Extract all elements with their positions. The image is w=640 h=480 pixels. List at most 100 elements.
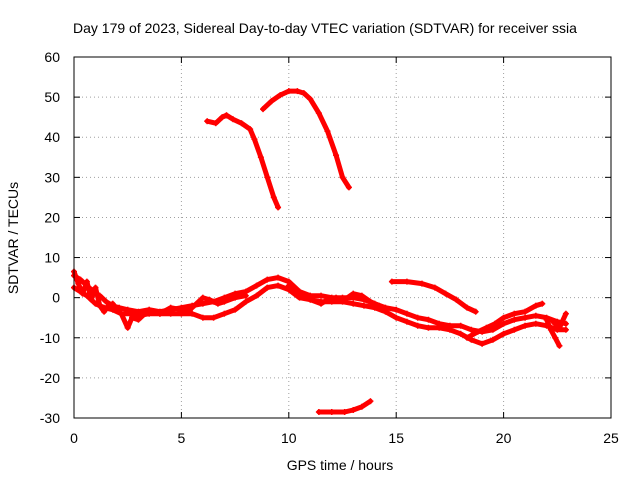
data-point [260,106,267,113]
x-tick-label: 0 [70,430,78,446]
data-point [96,302,103,309]
data-point [221,298,228,305]
data-point [285,282,292,289]
x-axis-ticks: 0 5 10 15 20 25 [70,57,619,446]
data-point [210,314,217,321]
data-point [242,298,249,305]
data-point [109,300,116,307]
data-point [199,300,206,307]
y-tick-label: 60 [44,49,60,65]
data-point [275,282,282,289]
data-point [118,310,125,317]
data-point [275,274,282,281]
data-point [350,406,357,413]
data-point [223,112,230,119]
series-line-arc-left [204,112,281,210]
y-tick-label: 50 [44,89,60,105]
data-point [275,204,282,211]
data-point [403,310,410,317]
data-point [552,334,559,341]
y-tick-label: 30 [44,169,60,185]
data-point [79,290,86,297]
data-point [219,114,226,121]
data-point [457,330,464,337]
data-point [522,322,529,329]
data-point [360,302,367,309]
y-tick-label: 0 [52,290,60,306]
data-point [83,278,90,285]
data-point [511,326,518,333]
data-point [492,320,499,327]
data-point [296,290,303,297]
data-point [436,324,443,331]
data-point [479,340,486,347]
data-point [251,136,258,143]
data-point [318,292,325,299]
data-point [532,320,539,327]
data-point [464,304,471,311]
y-axis-title: SDTVAR / TECUs [5,182,21,294]
data-point [358,292,365,299]
data-point [345,184,352,191]
data-point [522,314,529,321]
data-point [214,300,221,307]
data-point [431,284,438,291]
data-point [221,310,228,317]
data-point [500,314,507,321]
data-point [489,336,496,343]
data-point [324,296,331,303]
y-tick-label: -30 [40,410,60,426]
chart-title: Day 179 of 2023, Sidereal Day-to-day VTE… [73,20,577,36]
data-point [453,296,460,303]
data-point [543,316,550,323]
series-line-left-spikes [71,269,148,331]
data-point [135,316,142,323]
data-point [442,290,449,297]
data-point [264,284,271,291]
data-point [418,280,425,287]
data-point [457,322,464,329]
y-axis-ticks: -30 -20 -10 0 10 20 30 40 50 60 [40,49,611,426]
data-point [167,304,174,311]
plot-frame [73,56,612,419]
x-axis-title: GPS time / hours [287,457,394,473]
data-point [264,174,271,181]
data-point [126,310,133,317]
data-point [532,302,539,309]
x-tick-label: 5 [178,430,186,446]
data-point [270,194,277,201]
data-point [414,314,421,321]
data-point [128,314,135,321]
data-point [189,310,196,317]
data-point [468,326,475,333]
data-point [189,304,196,311]
data-point [328,408,335,415]
series-line-right-end-drop [544,317,562,349]
data-point [393,314,400,321]
data-point [285,88,292,95]
data-point [315,408,322,415]
data-point [324,128,331,135]
data-point [489,326,496,333]
data-point [446,326,453,333]
grid [74,57,611,418]
data-point [388,278,395,285]
data-point [242,292,249,299]
data-point [556,342,563,349]
data-point [167,310,174,317]
data-point [425,324,432,331]
data-point [414,322,421,329]
data-point [294,88,301,95]
data-point [184,308,191,315]
data-point [307,296,314,303]
data-point [532,312,539,319]
data-point [253,292,260,299]
series-group [71,88,569,415]
data-point [206,296,213,303]
data-point [333,294,340,301]
data-point [341,296,348,303]
data-point [464,334,471,341]
data-point [277,92,284,99]
data-point [539,300,546,307]
data-point [232,294,239,301]
